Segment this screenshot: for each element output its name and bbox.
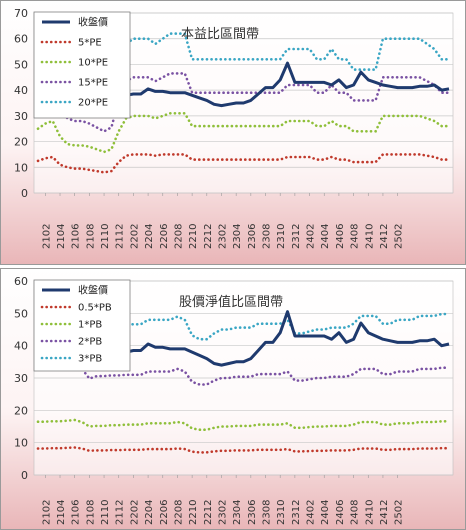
legend-label: 10*PE <box>78 58 108 69</box>
series-line-5*PE <box>36 153 451 174</box>
y-tick-label: 60 <box>14 275 28 288</box>
legend-label: 3*PB <box>78 354 102 365</box>
y-tick-label: 0 <box>21 469 28 482</box>
x-tick-label: 2406 <box>335 224 346 249</box>
legend-label: 5*PE <box>78 38 102 49</box>
pb-band-chart-panel: 0 10 20 30 40 50 60 2102 2104 2106 2108 2110 2112 220… <box>0 268 466 530</box>
pe-band-chart-panel: 0 10 20 30 40 50 60 70 2102 2104 2106 2108 2110 2112 2… <box>0 0 466 265</box>
legend-label: 收盤價 <box>78 284 108 297</box>
series-line-20*PE <box>36 32 451 113</box>
x-tick-label: 2304 <box>232 500 243 525</box>
x-tick-label: 2308 <box>262 224 273 249</box>
x-tick-label: 2112 <box>115 500 126 525</box>
chart-title: 股價淨值比區間帶 <box>179 294 283 310</box>
legend-label: 0.5*PB <box>78 303 112 314</box>
x-tick-label: 2412 <box>379 224 390 249</box>
x-tick-label: 2106 <box>71 224 82 249</box>
chart-title: 本益比區間帶 <box>181 27 259 42</box>
legend-label: 1*PB <box>78 320 102 331</box>
x-tick-label: 2206 <box>159 500 170 525</box>
x-tick-label: 2112 <box>115 224 126 249</box>
x-tick-label: 2102 <box>41 500 52 525</box>
x-tick-label: 2408 <box>350 500 361 525</box>
x-tick-label: 2310 <box>276 224 287 249</box>
x-tick-label: 2104 <box>56 500 67 525</box>
series-line-1*PB <box>36 418 451 431</box>
x-tick-label: 2502 <box>394 224 405 249</box>
x-tick-label: 2408 <box>350 224 361 249</box>
legend-label: 2*PB <box>78 337 102 348</box>
y-tick-label: 10 <box>14 161 28 174</box>
x-tick-label: 2212 <box>203 224 214 249</box>
x-tick-label: 2204 <box>144 500 155 525</box>
legend-box <box>33 11 131 119</box>
legend-box <box>33 279 131 372</box>
x-tick-label: 2210 <box>188 500 199 525</box>
x-tick-label: 2102 <box>41 224 52 249</box>
x-tick-label: 2108 <box>85 224 96 249</box>
x-tick-label: 2302 <box>217 224 228 249</box>
x-tick-label: 2108 <box>85 500 96 525</box>
y-tick-label: 0 <box>21 187 28 200</box>
x-tick-label: 2206 <box>159 224 170 249</box>
x-tick-label: 2410 <box>364 224 375 249</box>
x-tick-label: 2402 <box>306 500 317 525</box>
y-tick-label: 30 <box>14 110 28 123</box>
x-tick-label: 2204 <box>144 224 155 249</box>
y-tick-label: 50 <box>14 307 28 320</box>
x-tick-label: 2202 <box>129 224 140 249</box>
x-tick-label: 2312 <box>291 224 302 249</box>
y-tick-label: 70 <box>14 7 28 20</box>
legend-label: 收盤價 <box>78 16 108 29</box>
x-tick-label: 2404 <box>320 224 331 249</box>
y-tick-label: 50 <box>14 58 28 71</box>
legend-label: 20*PE <box>78 98 108 109</box>
x-tick-label: 2312 <box>291 500 302 525</box>
x-tick-label: 2208 <box>173 500 184 525</box>
x-tick-label: 2410 <box>364 500 375 525</box>
x-tick-label: 2212 <box>203 500 214 525</box>
x-tick-label: 2404 <box>320 500 331 525</box>
y-tick-label: 20 <box>14 136 28 149</box>
x-tick-label: 2308 <box>262 500 273 525</box>
y-tick-label: 30 <box>14 372 28 385</box>
x-tick-label: 2110 <box>100 224 111 249</box>
y-tick-label: 60 <box>14 33 28 46</box>
x-tick-label: 2412 <box>379 500 390 525</box>
x-tick-label: 2210 <box>188 224 199 249</box>
y-tick-label: 10 <box>14 437 28 450</box>
x-tick-label: 2202 <box>129 500 140 525</box>
series-line-2*PB <box>36 363 451 386</box>
x-tick-label: 2502 <box>394 500 405 525</box>
x-tick-label: 2306 <box>247 500 258 525</box>
x-tick-label: 2208 <box>173 224 184 249</box>
x-tick-label: 2110 <box>100 500 111 525</box>
x-tick-label: 2104 <box>56 224 67 249</box>
x-tick-label: 2306 <box>247 224 258 249</box>
x-tick-label: 2406 <box>335 500 346 525</box>
x-tick-label: 2310 <box>276 500 287 525</box>
x-tick-label: 2402 <box>306 224 317 249</box>
legend-label: 15*PE <box>78 78 108 89</box>
x-tick-label: 2304 <box>232 224 243 249</box>
x-tick-label: 2302 <box>217 500 228 525</box>
series-line-0.5*PB <box>36 446 451 454</box>
x-tick-label: 2106 <box>71 500 82 525</box>
y-tick-label: 20 <box>14 404 28 417</box>
y-tick-label: 40 <box>14 84 28 97</box>
y-tick-label: 40 <box>14 340 28 353</box>
